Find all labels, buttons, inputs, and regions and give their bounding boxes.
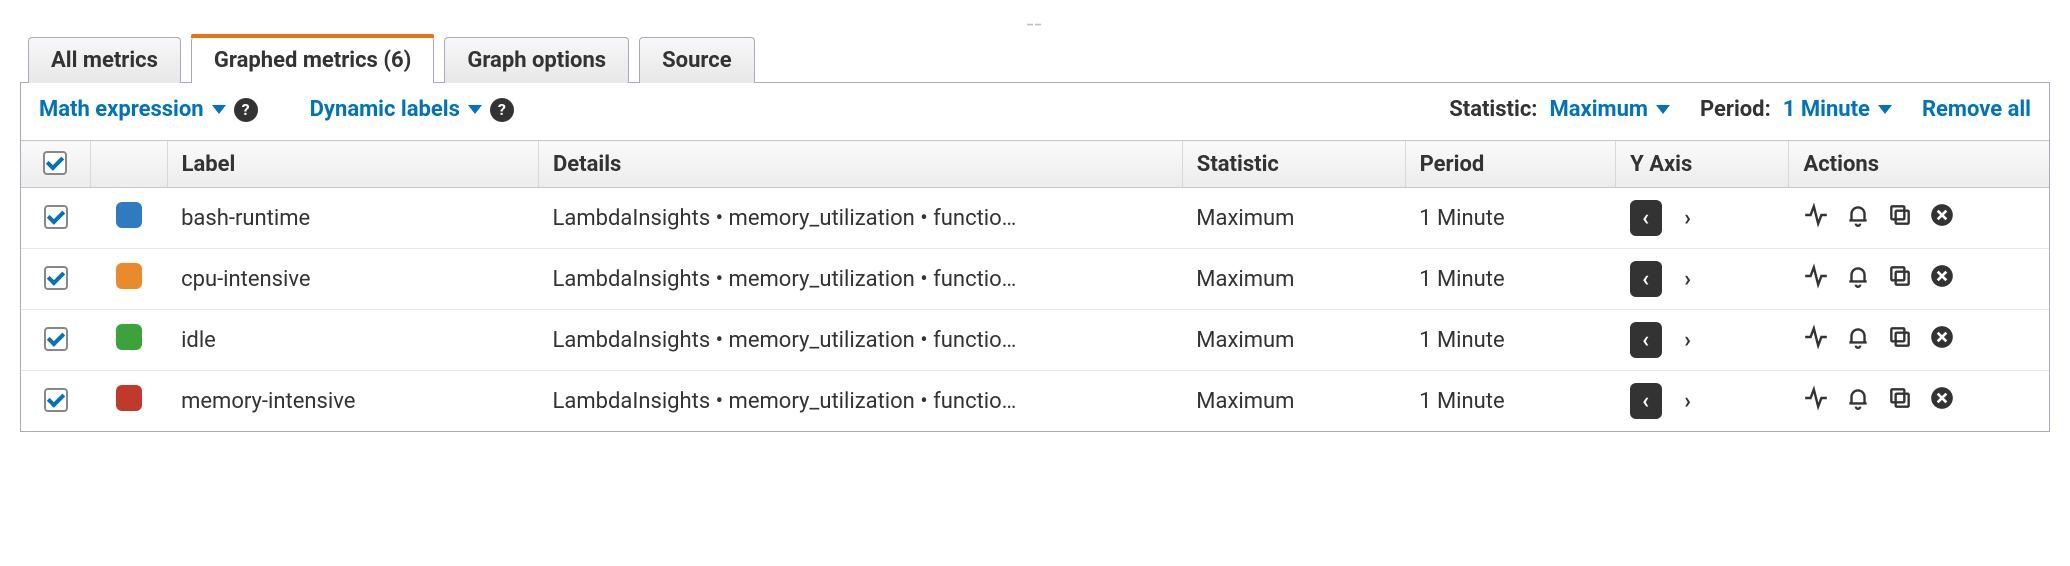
color-swatch[interactable]: [116, 202, 142, 228]
remove-icon[interactable]: [1929, 202, 1955, 228]
dynamic-labels-dropdown[interactable]: Dynamic labels: [310, 97, 482, 122]
color-swatch[interactable]: [116, 385, 142, 411]
copy-icon[interactable]: [1887, 263, 1913, 289]
tab-source[interactable]: Source: [639, 37, 754, 83]
yaxis-left-button[interactable]: ‹: [1630, 261, 1662, 297]
column-header-statistic[interactable]: Statistic: [1182, 141, 1405, 188]
bell-icon[interactable]: [1845, 385, 1871, 411]
statistic-dropdown[interactable]: Maximum: [1549, 97, 1669, 122]
pulse-icon[interactable]: [1803, 263, 1829, 289]
period-value: 1 Minute: [1783, 97, 1870, 122]
period-dropdown[interactable]: 1 Minute: [1783, 97, 1892, 122]
row-checkbox[interactable]: [44, 266, 68, 290]
row-statistic: Maximum: [1196, 206, 1294, 231]
remove-icon[interactable]: [1929, 324, 1955, 350]
chevron-down-icon: [1878, 105, 1892, 114]
row-details: LambdaInsights • memory_utilization • fu…: [553, 328, 1053, 353]
select-all-checkbox[interactable]: [43, 151, 67, 175]
dynamic-labels-help-icon[interactable]: ?: [490, 98, 514, 122]
pulse-icon[interactable]: [1803, 324, 1829, 350]
yaxis-left-button[interactable]: ‹: [1630, 322, 1662, 358]
row-checkbox[interactable]: [44, 388, 68, 412]
row-label: idle: [181, 328, 216, 353]
remove-icon[interactable]: [1929, 385, 1955, 411]
row-statistic: Maximum: [1196, 328, 1294, 353]
table-row: cpu-intensive LambdaInsights • memory_uti…: [21, 249, 2049, 310]
pulse-icon[interactable]: [1803, 202, 1829, 228]
statistic-value: Maximum: [1549, 97, 1647, 122]
row-label: cpu-intensive: [181, 267, 310, 292]
toolbar: Math expression ? Dynamic labels ? Stati…: [21, 83, 2049, 140]
bell-icon[interactable]: [1845, 202, 1871, 228]
copy-icon[interactable]: [1887, 202, 1913, 228]
yaxis-left-button[interactable]: ‹: [1630, 383, 1662, 419]
remove-icon[interactable]: [1929, 263, 1955, 289]
row-details: LambdaInsights • memory_utilization • fu…: [553, 267, 1053, 292]
math-expression-help-icon[interactable]: ?: [234, 98, 258, 122]
chevron-down-icon: [1656, 105, 1670, 114]
bell-icon[interactable]: [1845, 324, 1871, 350]
row-period: 1 Minute: [1419, 328, 1505, 353]
pulse-icon[interactable]: [1803, 385, 1829, 411]
row-statistic: Maximum: [1196, 267, 1294, 292]
column-header-actions: Actions: [1789, 141, 2049, 188]
row-period: 1 Minute: [1419, 267, 1505, 292]
row-period: 1 Minute: [1419, 389, 1505, 414]
statistic-selector: Statistic: Maximum: [1449, 97, 1670, 122]
row-checkbox[interactable]: [44, 205, 68, 229]
period-selector: Period: 1 Minute: [1700, 97, 1892, 122]
yaxis-right-button[interactable]: ›: [1672, 261, 1704, 297]
yaxis-right-button[interactable]: ›: [1672, 200, 1704, 236]
row-label: bash-runtime: [181, 206, 310, 231]
bell-icon[interactable]: [1845, 263, 1871, 289]
dynamic-labels-label: Dynamic labels: [310, 97, 460, 122]
color-swatch[interactable]: [116, 324, 142, 350]
math-expression-label: Math expression: [39, 97, 204, 122]
column-header-checkbox: [21, 141, 90, 188]
tab-graphed-metrics-6[interactable]: Graphed metrics (6): [191, 37, 434, 83]
color-swatch[interactable]: [116, 263, 142, 289]
metrics-table: Label Details Statistic Period Y Axis Ac…: [21, 140, 2049, 431]
copy-icon[interactable]: [1887, 385, 1913, 411]
table-row: idle LambdaInsights • memory_utilization …: [21, 310, 2049, 371]
chevron-down-icon: [468, 105, 482, 114]
column-header-period[interactable]: Period: [1405, 141, 1615, 188]
tab-all-metrics[interactable]: All metrics: [28, 37, 181, 83]
statistic-label: Statistic:: [1449, 97, 1537, 122]
row-statistic: Maximum: [1196, 389, 1294, 414]
column-header-details[interactable]: Details: [539, 141, 1183, 188]
table-row: bash-runtime LambdaInsights • memory_util…: [21, 188, 2049, 249]
math-expression-dropdown[interactable]: Math expression: [39, 97, 226, 122]
yaxis-left-button[interactable]: ‹: [1630, 200, 1662, 236]
row-checkbox[interactable]: [44, 327, 68, 351]
yaxis-right-button[interactable]: ›: [1672, 322, 1704, 358]
row-label: memory-intensive: [181, 389, 355, 414]
table-row: memory-intensive LambdaInsights • memory_…: [21, 371, 2049, 432]
tab-bar: All metricsGraphed metrics (6)Graph opti…: [28, 37, 2050, 83]
tab-graph-options[interactable]: Graph options: [444, 37, 629, 83]
copy-icon[interactable]: [1887, 324, 1913, 350]
resize-grip[interactable]: ┅┅: [20, 20, 2050, 31]
column-header-swatch: [90, 141, 167, 188]
row-details: LambdaInsights • memory_utilization • fu…: [553, 389, 1053, 414]
row-details: LambdaInsights • memory_utilization • fu…: [553, 206, 1053, 231]
column-header-label[interactable]: Label: [167, 141, 538, 188]
period-label: Period:: [1700, 97, 1771, 122]
column-header-yaxis[interactable]: Y Axis: [1616, 141, 1789, 188]
yaxis-right-button[interactable]: ›: [1672, 383, 1704, 419]
chevron-down-icon: [212, 105, 226, 114]
remove-all-link[interactable]: Remove all: [1922, 97, 2031, 122]
graphed-metrics-panel: Math expression ? Dynamic labels ? Stati…: [20, 82, 2050, 432]
row-period: 1 Minute: [1419, 206, 1505, 231]
